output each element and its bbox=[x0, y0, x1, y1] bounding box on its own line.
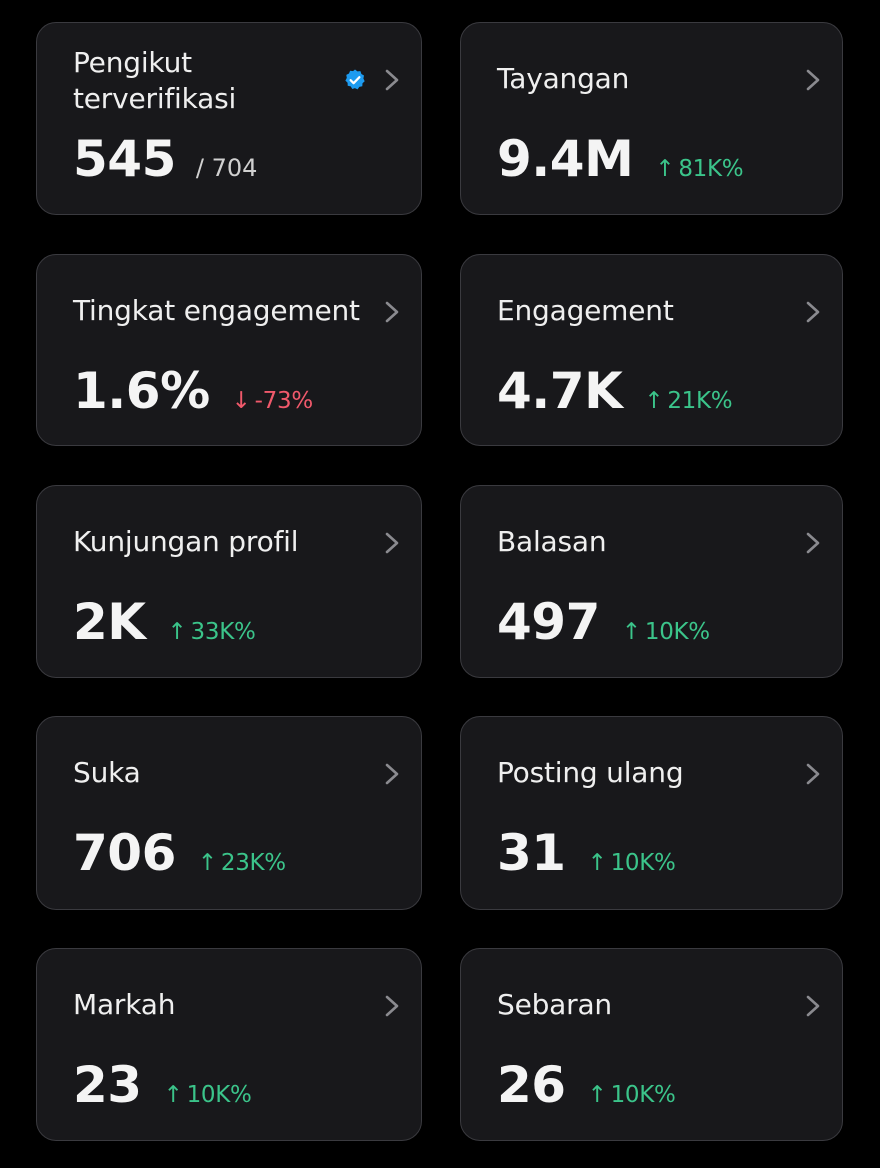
delta-value: -73% bbox=[254, 388, 314, 414]
metric-value: 497 bbox=[497, 593, 600, 651]
metric-value: 26 bbox=[497, 1056, 566, 1114]
chevron-right-icon bbox=[385, 301, 399, 323]
card-likes[interactable]: Suka 706 ↑ 23K% bbox=[36, 716, 422, 910]
card-label: Suka bbox=[73, 756, 141, 789]
delta-value: 10K% bbox=[186, 1082, 252, 1108]
chevron-right-icon bbox=[806, 69, 820, 91]
card-label: Pengikut terverifikasi bbox=[73, 46, 237, 115]
card-label: Markah bbox=[73, 988, 176, 1021]
chevron-right-icon bbox=[806, 532, 820, 554]
chevron-right-icon bbox=[385, 69, 399, 91]
metric-value-row: 706 ↑ 23K% bbox=[73, 823, 286, 883]
delta-value: 23K% bbox=[220, 850, 286, 876]
card-label: Balasan bbox=[497, 525, 607, 558]
chevron-right-icon bbox=[806, 763, 820, 785]
arrow-up-icon: ↑ bbox=[655, 156, 675, 182]
delta-value: 10K% bbox=[610, 850, 676, 876]
card-shares[interactable]: Sebaran 26 ↑ 10K% bbox=[460, 948, 843, 1141]
metric-value-row: 497 ↑ 10K% bbox=[497, 592, 710, 652]
card-engagement[interactable]: Engagement 4.7K ↑ 21K% bbox=[460, 254, 843, 446]
card-label: Kunjungan profil bbox=[73, 525, 299, 558]
metric-delta: ↓ -73% bbox=[231, 388, 314, 414]
arrow-up-icon: ↑ bbox=[167, 619, 187, 645]
metric-value-row: 26 ↑ 10K% bbox=[497, 1055, 676, 1115]
metric-value: 1.6% bbox=[73, 362, 210, 420]
metric-delta: ↑ 10K% bbox=[164, 1082, 252, 1108]
metric-value-row: 4.7K ↑ 21K% bbox=[497, 361, 733, 421]
metric-value-row: 545 / 704 bbox=[73, 129, 257, 189]
arrow-down-icon: ↓ bbox=[231, 388, 251, 414]
chevron-right-icon bbox=[806, 301, 820, 323]
arrow-up-icon: ↑ bbox=[644, 388, 664, 414]
verified-badge-icon bbox=[345, 69, 365, 90]
delta-value: 21K% bbox=[667, 388, 733, 414]
metric-value: 545 bbox=[73, 130, 176, 188]
metric-total: / 704 bbox=[195, 154, 258, 182]
chevron-right-icon bbox=[385, 995, 399, 1017]
card-impressions[interactable]: Tayangan 9.4M ↑ 81K% bbox=[460, 22, 843, 215]
card-label: Tingkat engagement bbox=[73, 294, 360, 327]
arrow-up-icon: ↑ bbox=[163, 1082, 183, 1108]
delta-value: 33K% bbox=[190, 619, 256, 645]
metric-value-row: 31 ↑ 10K% bbox=[497, 823, 676, 883]
metric-delta: ↑ 23K% bbox=[198, 850, 286, 876]
card-reposts[interactable]: Posting ulang 31 ↑ 10K% bbox=[460, 716, 843, 910]
metric-delta: ↑ 10K% bbox=[588, 1082, 676, 1108]
metric-value: 2K bbox=[73, 593, 146, 651]
metric-value: 4.7K bbox=[497, 362, 623, 420]
card-engagement-rate[interactable]: Tingkat engagement 1.6% ↓ -73% bbox=[36, 254, 422, 446]
metric-delta: ↑ 21K% bbox=[644, 388, 732, 414]
delta-value: 10K% bbox=[644, 619, 710, 645]
arrow-up-icon: ↑ bbox=[587, 1082, 607, 1108]
metric-value-row: 23 ↑ 10K% bbox=[73, 1055, 252, 1115]
arrow-up-icon: ↑ bbox=[587, 850, 607, 876]
card-label: Engagement bbox=[497, 294, 674, 327]
metric-value: 23 bbox=[73, 1056, 142, 1114]
card-bookmarks[interactable]: Markah 23 ↑ 10K% bbox=[36, 948, 422, 1141]
card-label: Sebaran bbox=[497, 988, 612, 1021]
metric-value-row: 2K ↑ 33K% bbox=[73, 592, 256, 652]
card-profile-visits[interactable]: Kunjungan profil 2K ↑ 33K% bbox=[36, 485, 422, 678]
metric-delta: ↑ 81K% bbox=[655, 156, 743, 182]
card-label: Posting ulang bbox=[497, 756, 684, 789]
card-verified-followers[interactable]: Pengikut terverifikasi 545 / 704 bbox=[36, 22, 422, 215]
metric-delta: ↑ 10K% bbox=[588, 850, 676, 876]
chevron-right-icon bbox=[385, 532, 399, 554]
arrow-up-icon: ↑ bbox=[197, 850, 217, 876]
metric-delta: ↑ 33K% bbox=[168, 619, 256, 645]
metric-value-row: 9.4M ↑ 81K% bbox=[497, 129, 744, 189]
metric-value: 706 bbox=[73, 824, 176, 882]
metric-value: 9.4M bbox=[497, 130, 634, 188]
chevron-right-icon bbox=[806, 995, 820, 1017]
delta-value: 81K% bbox=[678, 156, 744, 182]
metric-value-row: 1.6% ↓ -73% bbox=[73, 361, 313, 421]
arrow-up-icon: ↑ bbox=[621, 619, 641, 645]
delta-value: 10K% bbox=[610, 1082, 676, 1108]
metric-delta: ↑ 10K% bbox=[622, 619, 710, 645]
card-label: Tayangan bbox=[497, 62, 630, 95]
metric-value: 31 bbox=[497, 824, 566, 882]
chevron-right-icon bbox=[385, 763, 399, 785]
card-replies[interactable]: Balasan 497 ↑ 10K% bbox=[460, 485, 843, 678]
